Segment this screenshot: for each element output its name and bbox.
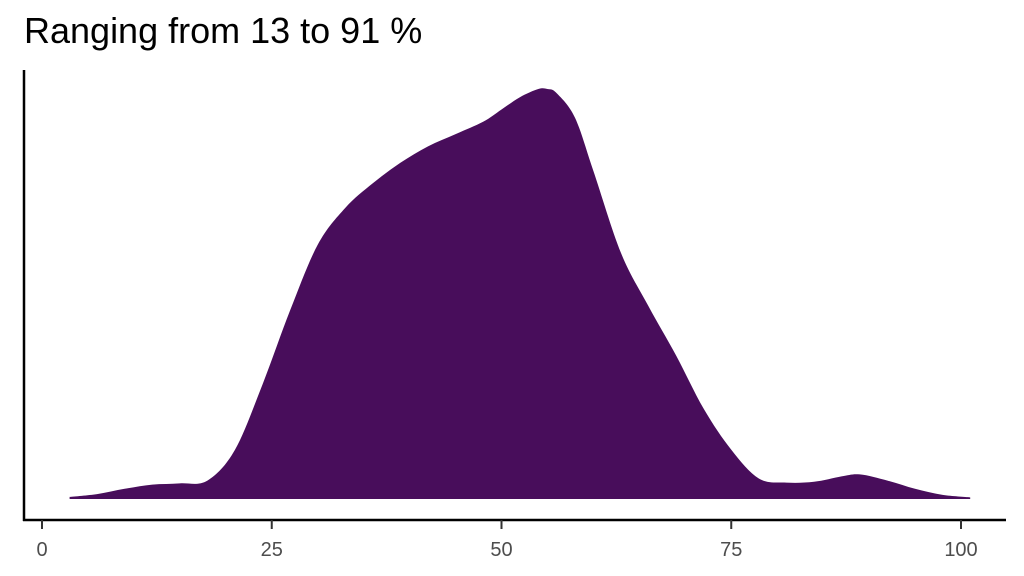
x-tick-label-0: 0 bbox=[36, 539, 47, 561]
density-area bbox=[69, 88, 971, 499]
x-tick-label-50: 50 bbox=[490, 539, 512, 561]
x-tick-label-75: 75 bbox=[720, 539, 742, 561]
x-ticks: 0 25 50 75 100 bbox=[36, 520, 978, 561]
x-tick-label-25: 25 bbox=[261, 539, 283, 561]
chart-title: Ranging from 13 to 91 % bbox=[24, 10, 423, 51]
x-tick-label-100: 100 bbox=[944, 539, 977, 561]
